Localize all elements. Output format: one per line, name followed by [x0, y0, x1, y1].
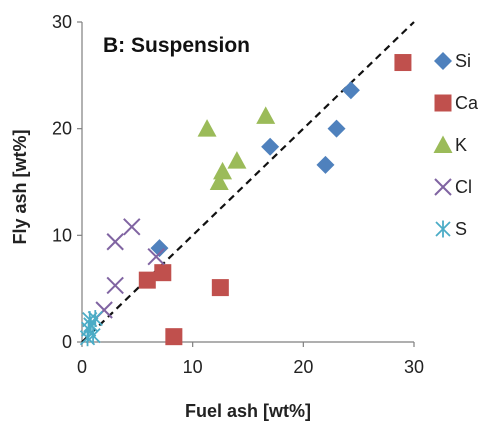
data-point-ca: [138, 271, 156, 289]
data-point-ca: [394, 54, 412, 72]
legend-marker-k: [433, 135, 453, 153]
data-point-si: [261, 137, 280, 156]
legend-label-cl: Cl: [455, 177, 472, 197]
data-point-ca: [165, 328, 183, 346]
data-point-k: [213, 161, 233, 180]
x-tick-label: 10: [183, 357, 203, 377]
reference-line-layer: [81, 21, 415, 343]
y-tick-label: 10: [52, 225, 72, 245]
data-points: [79, 54, 412, 347]
legend-label-si: Si: [455, 51, 471, 71]
legend: Si Ca K Cl S: [433, 51, 479, 239]
legend-label-k: K: [455, 135, 467, 155]
reference-line: [81, 21, 415, 343]
data-point-si: [341, 81, 360, 100]
axes: 0 10 20 30 0 10 20 30: [52, 12, 424, 377]
data-point-si: [150, 239, 169, 258]
x-axis-title: Fuel ash [wt%]: [185, 401, 311, 421]
data-point-k: [197, 119, 217, 137]
data-point-cl: [106, 233, 124, 251]
data-point-k: [256, 106, 276, 124]
data-point-cl: [123, 218, 141, 236]
y-axis-title: Fly ash [wt%]: [10, 129, 30, 244]
data-point-s: [87, 310, 103, 328]
data-point-ca: [211, 279, 229, 297]
data-point-cl: [147, 247, 165, 266]
x-tick-label: 20: [293, 357, 313, 377]
data-point-k: [227, 151, 247, 169]
y-tick-label: 0: [62, 332, 72, 352]
data-point-s: [85, 327, 101, 345]
legend-marker-s: [435, 220, 451, 238]
x-tick-label: 0: [77, 357, 87, 377]
legend-label-s: S: [455, 219, 467, 239]
legend-marker-cl: [434, 178, 452, 196]
y-tick-label: 20: [52, 119, 72, 139]
chart-title: B: Suspension: [103, 34, 250, 57]
y-tick-label: 30: [52, 12, 72, 32]
legend-marker-ca: [434, 94, 452, 112]
legend-marker-si: [434, 52, 452, 70]
data-point-k: [209, 172, 229, 190]
legend-label-ca: Ca: [455, 93, 479, 113]
data-point-si: [316, 155, 335, 174]
x-tick-label: 30: [404, 357, 424, 377]
data-point-cl: [106, 276, 124, 295]
data-point-ca: [154, 264, 172, 282]
data-point-si: [327, 119, 346, 138]
